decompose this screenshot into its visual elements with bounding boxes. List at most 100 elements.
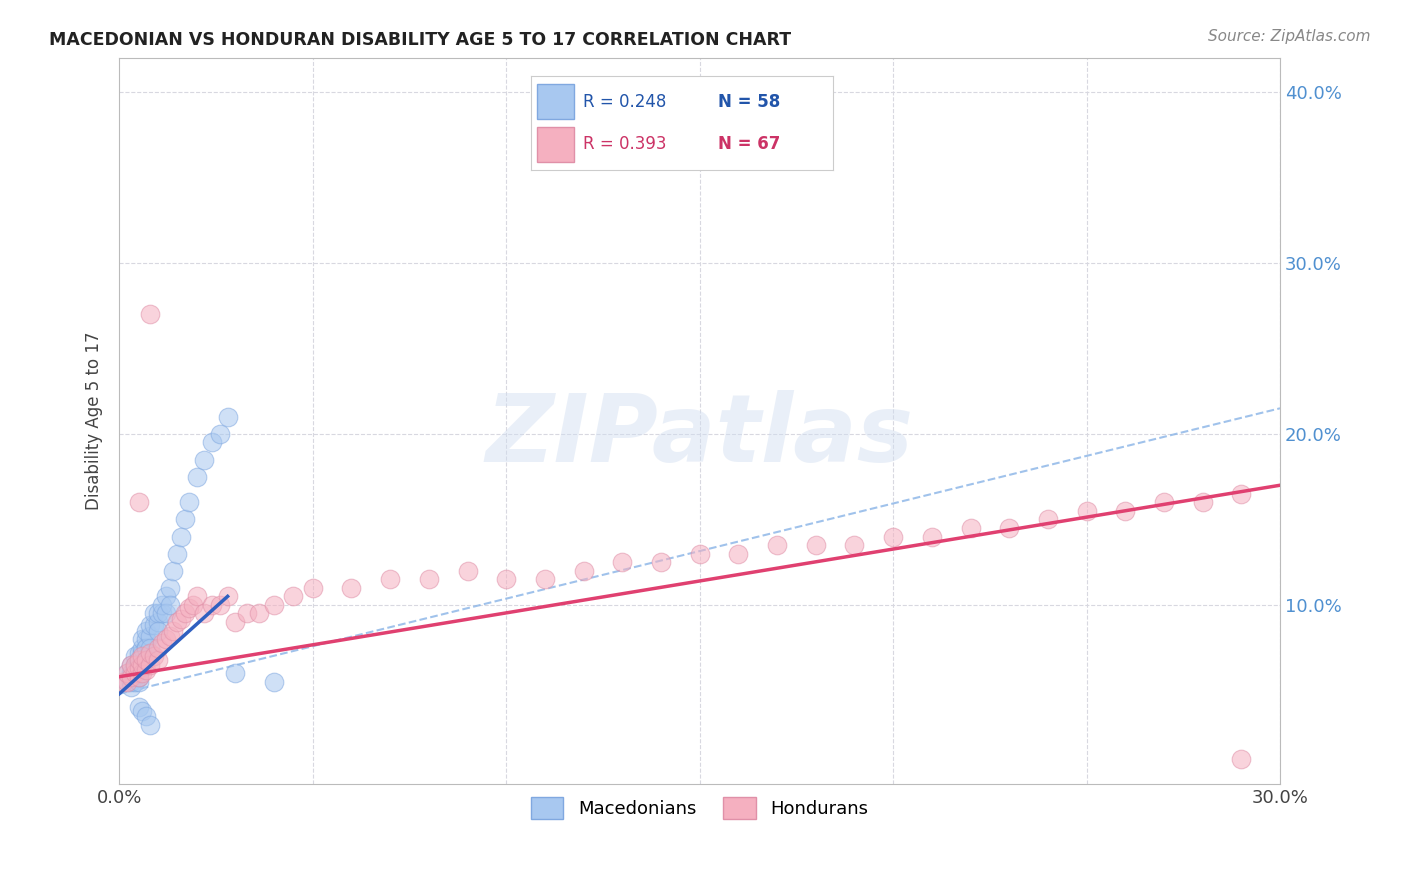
Point	[418, 572, 440, 586]
Point	[1036, 512, 1059, 526]
Point	[135, 624, 157, 638]
Point	[143, 607, 166, 621]
Point	[139, 717, 162, 731]
Point	[340, 581, 363, 595]
Point	[131, 632, 153, 646]
Point	[998, 521, 1021, 535]
Point	[128, 657, 150, 672]
Point	[115, 666, 138, 681]
Point	[162, 624, 184, 638]
Point	[143, 649, 166, 664]
Point	[263, 674, 285, 689]
Point	[186, 590, 208, 604]
Point	[128, 666, 150, 681]
Point	[128, 661, 150, 675]
Point	[124, 657, 146, 672]
Point	[155, 607, 177, 621]
Point	[150, 607, 173, 621]
Point	[1191, 495, 1213, 509]
Point	[135, 663, 157, 677]
Point	[159, 629, 181, 643]
Point	[689, 547, 711, 561]
Point	[150, 598, 173, 612]
Point	[534, 572, 557, 586]
Point	[766, 538, 789, 552]
Point	[1076, 504, 1098, 518]
Point	[159, 581, 181, 595]
Point	[120, 670, 142, 684]
Point	[115, 674, 138, 689]
Point	[120, 657, 142, 672]
Point	[120, 674, 142, 689]
Point	[150, 635, 173, 649]
Point	[224, 615, 246, 629]
Point	[131, 646, 153, 660]
Point	[135, 709, 157, 723]
Point	[131, 666, 153, 681]
Point	[844, 538, 866, 552]
Point	[131, 649, 153, 664]
Point	[139, 629, 162, 643]
Point	[193, 607, 215, 621]
Point	[112, 674, 135, 689]
Point	[959, 521, 981, 535]
Point	[128, 674, 150, 689]
Point	[727, 547, 749, 561]
Point	[155, 632, 177, 646]
Point	[120, 670, 142, 684]
Point	[135, 652, 157, 666]
Point	[283, 590, 305, 604]
Point	[139, 307, 162, 321]
Point	[217, 590, 239, 604]
Point	[1114, 504, 1136, 518]
Point	[804, 538, 827, 552]
Point	[124, 649, 146, 664]
Point	[170, 529, 193, 543]
Point	[208, 426, 231, 441]
Point	[166, 615, 188, 629]
Text: Source: ZipAtlas.com: Source: ZipAtlas.com	[1208, 29, 1371, 44]
Point	[131, 640, 153, 655]
Point	[177, 601, 200, 615]
Point	[115, 666, 138, 681]
Point	[124, 657, 146, 672]
Point	[128, 652, 150, 666]
Point	[193, 452, 215, 467]
Point	[139, 618, 162, 632]
Point	[135, 640, 157, 655]
Point	[146, 640, 169, 655]
Point	[120, 657, 142, 672]
Point	[177, 495, 200, 509]
Point	[208, 598, 231, 612]
Point	[139, 657, 162, 672]
Point	[572, 564, 595, 578]
Point	[224, 666, 246, 681]
Point	[124, 661, 146, 675]
Point	[128, 652, 150, 666]
Point	[301, 581, 323, 595]
Text: ZIPatlas: ZIPatlas	[485, 390, 914, 482]
Point	[650, 555, 672, 569]
Point	[181, 598, 204, 612]
Point	[378, 572, 401, 586]
Point	[128, 670, 150, 684]
Point	[139, 640, 162, 655]
Point	[201, 435, 224, 450]
Point	[128, 670, 150, 684]
Point	[155, 590, 177, 604]
Point	[1230, 752, 1253, 766]
Point	[146, 652, 169, 666]
Y-axis label: Disability Age 5 to 17: Disability Age 5 to 17	[86, 332, 103, 510]
Point	[217, 409, 239, 424]
Point	[263, 598, 285, 612]
Point	[162, 564, 184, 578]
Point	[170, 611, 193, 625]
Point	[115, 674, 138, 689]
Point	[128, 495, 150, 509]
Point	[124, 670, 146, 684]
Point	[1230, 487, 1253, 501]
Point	[146, 615, 169, 629]
Point	[120, 680, 142, 694]
Point	[159, 598, 181, 612]
Point	[128, 663, 150, 677]
